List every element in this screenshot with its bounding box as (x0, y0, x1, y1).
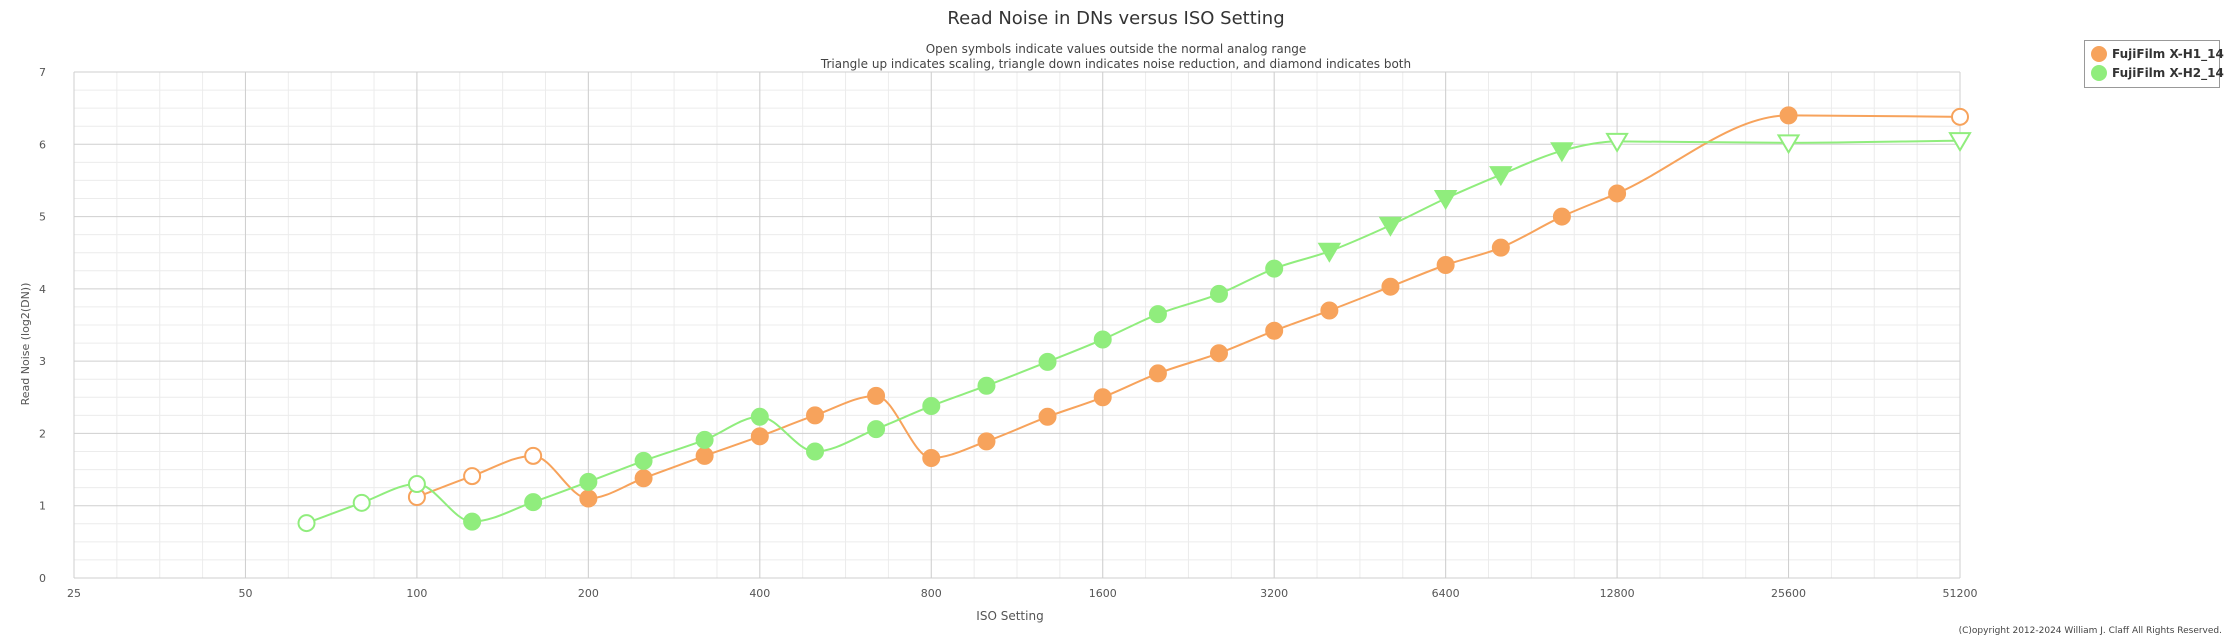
data-point-circle (634, 469, 653, 488)
data-point-circle (1038, 407, 1057, 426)
data-point-circle (806, 442, 825, 461)
x-tick-label: 6400 (1432, 587, 1460, 600)
data-point-circle (1491, 238, 1510, 257)
legend-label-h2: FujiFilm X-H2_14 (2112, 66, 2224, 80)
y-tick-label: 2 (39, 427, 46, 440)
chart-legend: FujiFilm X-H1_14 FujiFilm X-H2_14 (2084, 40, 2224, 88)
data-point-circle (1436, 256, 1455, 275)
y-axis-title: Read Noise (log2(DN)) (19, 283, 32, 406)
data-point-circle (1093, 330, 1112, 349)
x-tick-label: 51200 (1943, 587, 1978, 600)
copyright-notice: (C)opyright 2012-2024 William J. Claff A… (1958, 626, 2222, 636)
data-point-triangle-down (1489, 166, 1513, 187)
x-axis-title: ISO Setting (976, 609, 1043, 623)
data-point-circle (1320, 301, 1339, 320)
y-tick-label: 3 (39, 355, 46, 368)
legend-marker-h1 (2091, 46, 2107, 62)
y-tick-label: 7 (39, 66, 46, 79)
data-point-circle (695, 446, 714, 465)
data-point-circle (634, 451, 653, 470)
x-tick-label: 12800 (1600, 587, 1635, 600)
data-point-triangle-down (1776, 134, 1801, 155)
data-point-triangle-down (1605, 132, 1629, 153)
data-point-circle (1148, 305, 1167, 324)
data-point-circle (695, 430, 714, 449)
data-point-triangle-down (1550, 142, 1574, 163)
x-tick-label: 200 (578, 587, 599, 600)
x-tick-label: 25600 (1771, 587, 1806, 600)
y-tick-label: 4 (39, 283, 46, 296)
data-point-circle (1951, 107, 1969, 126)
data-point-circle (579, 472, 598, 491)
x-tick-label: 800 (921, 587, 942, 600)
series-x-h1 (407, 106, 1969, 508)
data-point-circle (1608, 184, 1627, 203)
chart-subtitle-line-1: Open symbols indicate values outside the… (925, 42, 1307, 56)
data-point-circle (1209, 344, 1228, 363)
legend-item-h2[interactable]: FujiFilm X-H2_14 (2091, 63, 2224, 83)
y-tick-label: 1 (39, 500, 46, 513)
x-tick-label: 50 (238, 587, 252, 600)
data-point-circle (463, 467, 482, 486)
data-point-circle (750, 407, 769, 426)
series-layer (297, 106, 1972, 533)
data-point-circle (1093, 388, 1112, 407)
data-point-circle (352, 493, 371, 512)
data-point-triangle-down (1378, 216, 1403, 237)
y-tick-label: 5 (39, 211, 46, 224)
chart-title: Read Noise in DNs versus ISO Setting (947, 8, 1285, 29)
data-point-circle (1209, 284, 1228, 303)
x-tick-label: 1600 (1089, 587, 1117, 600)
data-point-circle (977, 432, 996, 451)
y-tick-label: 6 (39, 138, 46, 151)
x-tick-label: 400 (749, 587, 770, 600)
data-point-circle (1038, 352, 1057, 371)
data-point-circle (867, 420, 886, 439)
data-point-circle (1148, 364, 1167, 383)
data-point-circle (524, 493, 543, 512)
x-tick-label: 25 (67, 587, 81, 600)
x-tick-label: 3200 (1260, 587, 1288, 600)
data-point-triangle-down (1948, 132, 1972, 153)
legend-label-h1: FujiFilm X-H1_14 (2112, 47, 2224, 61)
data-point-circle (750, 427, 769, 446)
data-point-triangle-down (1317, 242, 1342, 263)
data-point-circle (977, 376, 996, 395)
legend-marker-h2 (2091, 65, 2107, 81)
axis-tick-labels: 0 1 2 3 4 5 6 7 25 50 100 200 400 800 1600 3200 6400 1280… (39, 66, 1978, 600)
chart-subtitle-line-2: Triangle up indicates scaling, triangle … (820, 57, 1412, 71)
legend-item-h1[interactable]: FujiFilm X-H1_14 (2091, 44, 2224, 64)
series-x-h2 (297, 132, 1972, 533)
data-point-circle (297, 514, 316, 533)
data-point-circle (922, 396, 941, 415)
data-point-circle (1265, 259, 1284, 278)
x-tick-label: 100 (406, 587, 427, 600)
data-point-circle (806, 406, 825, 425)
data-point-circle (407, 475, 426, 494)
y-tick-label: 0 (39, 572, 46, 585)
data-point-circle (463, 512, 482, 531)
data-point-triangle-down (1433, 190, 1458, 210)
data-point-circle (922, 449, 941, 468)
data-point-circle (1381, 277, 1400, 296)
data-point-circle (1265, 321, 1284, 340)
data-point-circle (867, 386, 886, 405)
data-point-circle (1552, 207, 1571, 226)
data-point-circle (579, 489, 598, 508)
data-point-circle (524, 446, 543, 465)
data-point-circle (1779, 106, 1798, 125)
